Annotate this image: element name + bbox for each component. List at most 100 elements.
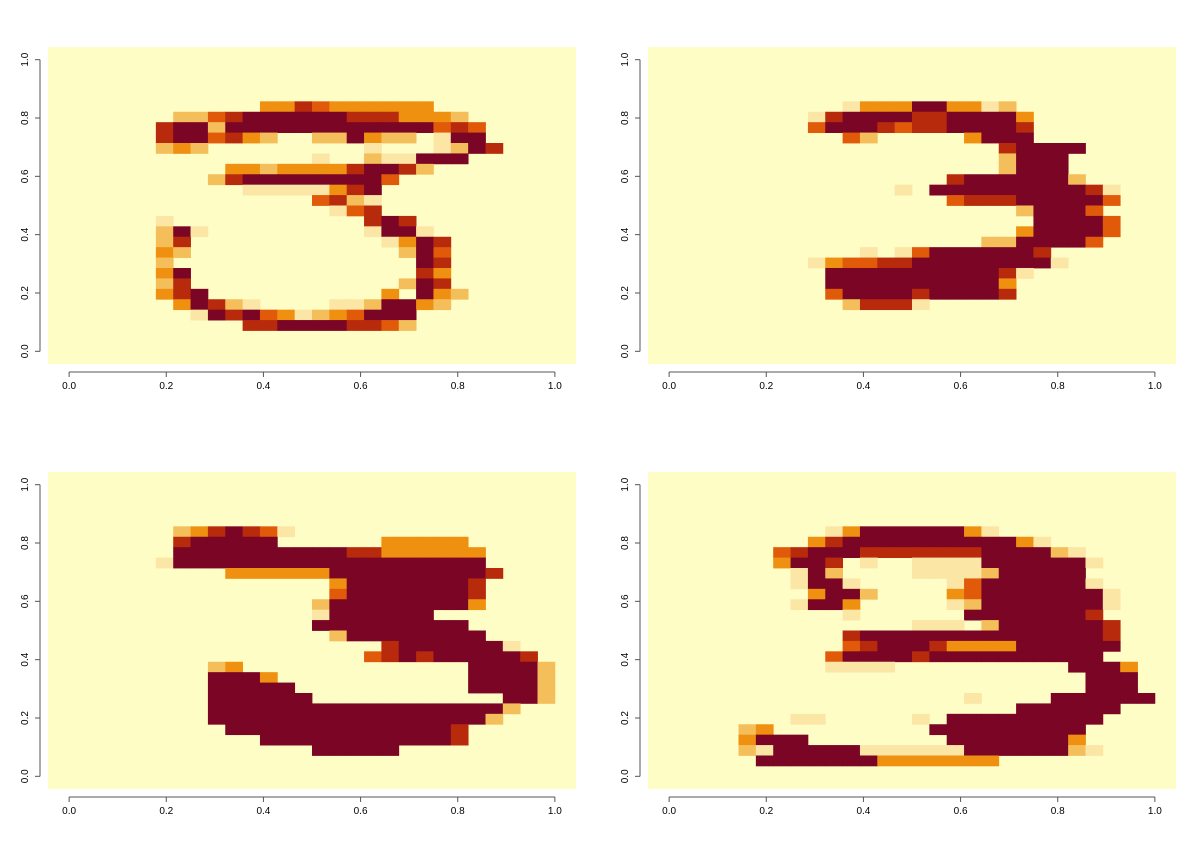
heatmap-cell <box>998 153 1017 165</box>
heatmap-cell <box>502 672 521 683</box>
heatmap-cell <box>329 184 348 196</box>
heatmap-cell <box>859 651 878 663</box>
heatmap-cell <box>1050 143 1069 154</box>
heatmap-cell <box>1050 257 1069 269</box>
heatmap-cell <box>929 288 948 300</box>
heatmap-cell <box>998 174 1017 186</box>
heatmap-cell <box>398 101 417 113</box>
heatmap-cell <box>894 111 913 123</box>
heatmap-cell <box>155 288 174 300</box>
heatmap-cell <box>1033 703 1052 715</box>
heatmap-cell <box>329 111 348 123</box>
heatmap-cell <box>1068 195 1086 206</box>
heatmap-cell <box>1050 184 1069 196</box>
heatmap-cell <box>859 101 878 113</box>
heatmap-cell <box>998 578 1017 590</box>
heatmap-cell <box>277 526 296 538</box>
heatmap-cell <box>998 651 1017 663</box>
heatmap-cell <box>190 122 209 133</box>
heatmap-cell <box>173 299 191 311</box>
heatmap-cell <box>416 630 434 642</box>
heatmap-cell <box>790 557 809 569</box>
heatmap-cell <box>502 682 521 694</box>
heatmap-cell <box>537 692 556 704</box>
heatmap-cell <box>842 640 861 652</box>
heatmap-cell <box>207 703 226 715</box>
y-tick-label: 0.2 <box>620 286 631 300</box>
heatmap-cell <box>173 236 191 248</box>
heatmap-cell <box>755 755 774 767</box>
heatmap-cell <box>398 609 417 621</box>
heatmap-cell <box>433 536 452 548</box>
heatmap-cell <box>225 163 244 175</box>
heatmap-cell <box>416 278 434 290</box>
heatmap-cell <box>946 640 965 652</box>
heatmap-cell <box>981 111 1000 123</box>
heatmap-cell <box>964 692 982 704</box>
heatmap-cell <box>894 651 913 663</box>
heatmap-cell <box>225 547 244 558</box>
heatmap-cell <box>842 299 861 311</box>
heatmap-cell <box>998 247 1017 258</box>
y-tick-label: 0.2 <box>20 711 31 725</box>
heatmap-cell <box>1102 226 1121 238</box>
heatmap-cell <box>329 599 348 611</box>
heatmap-cell <box>894 640 913 652</box>
heatmap-cell <box>1016 703 1034 715</box>
heatmap-cell <box>842 267 861 279</box>
heatmap-cell <box>842 278 861 290</box>
heatmap-cell <box>329 734 348 746</box>
heatmap-cell <box>242 184 261 196</box>
heatmap-cell <box>398 132 417 144</box>
heatmap-cell <box>450 547 469 558</box>
y-tick-label: 0.6 <box>20 169 31 183</box>
heatmap-cell <box>1068 661 1086 673</box>
x-tick-label: 0.4 <box>256 381 270 392</box>
heatmap-cell <box>294 320 313 331</box>
heatmap-cell <box>773 734 791 746</box>
heatmap-cell <box>329 309 348 321</box>
heatmap-cell <box>433 588 452 600</box>
heatmap-cell <box>998 184 1017 196</box>
heatmap-cell <box>894 630 913 642</box>
heatmap-cell <box>416 609 434 621</box>
heatmap-cell <box>859 526 878 538</box>
heatmap-cell <box>173 278 191 290</box>
y-tick-label: 0.6 <box>620 169 631 183</box>
heatmap-cell <box>981 257 1000 269</box>
heatmap-cell <box>329 703 348 715</box>
heatmap-cell <box>912 547 930 558</box>
heatmap-cell <box>468 568 486 579</box>
heatmap-cell <box>416 640 434 652</box>
heatmap-cell <box>1033 195 1052 206</box>
heatmap-cell <box>416 101 434 113</box>
heatmap-cell <box>346 163 365 175</box>
heatmap-cell <box>1016 547 1034 558</box>
heatmap-cell <box>1033 143 1052 154</box>
heatmap-cell <box>1050 609 1069 621</box>
heatmap-cell <box>312 557 330 569</box>
heatmap-cell <box>381 547 400 558</box>
heatmap-cell <box>207 557 226 569</box>
heatmap-cell <box>946 257 965 269</box>
x-tick-label: 1.0 <box>1148 381 1162 392</box>
heatmap-cell <box>912 288 930 300</box>
heatmap-cell <box>155 132 174 144</box>
heatmap-cell <box>398 734 417 746</box>
x-tick-label: 0.2 <box>159 806 173 817</box>
heatmap-cell <box>912 247 930 258</box>
y-tick-label: 0.4 <box>620 652 631 666</box>
heatmap-cell <box>946 526 965 538</box>
heatmap-cell <box>859 122 878 133</box>
heatmap-cell <box>277 184 296 196</box>
heatmap-cell <box>1085 651 1104 663</box>
heatmap-cell <box>381 745 400 756</box>
heatmap-cell <box>1085 236 1104 248</box>
y-tick-label: 0.8 <box>620 536 631 550</box>
heatmap-cell <box>433 568 452 579</box>
x-tick-label: 0.2 <box>159 381 173 392</box>
heatmap-cell <box>346 568 365 579</box>
heatmap-cell <box>259 309 278 321</box>
heatmap-cell <box>825 122 844 133</box>
